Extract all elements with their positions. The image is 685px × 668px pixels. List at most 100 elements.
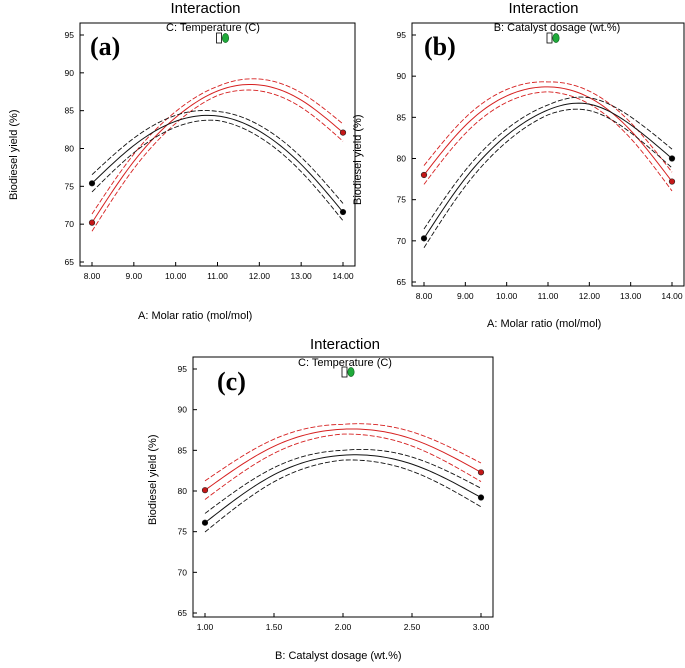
legend-marker-green (222, 33, 230, 43)
y-tick-label: 70 (397, 236, 407, 246)
y-axis-label: Biodiesel yield (%) (147, 434, 159, 525)
series-line-1 (204, 454, 482, 524)
legend-marker-green (347, 367, 355, 377)
panel-c: Interaction C: Temperature (C) (c) 65 70 7… (145, 335, 515, 668)
y-tick-label: 85 (397, 112, 407, 122)
x-tick-label: 1.50 (266, 622, 283, 632)
series-endpoint-1 (88, 180, 96, 187)
series-upper-band-1 (204, 448, 482, 514)
chart-title: Interaction (508, 0, 579, 17)
y-tick-label: 85 (65, 106, 75, 116)
series-lower-band-0 (423, 91, 673, 192)
x-tick-label: 13.00 (291, 271, 313, 281)
x-tick-label: 13.00 (620, 291, 642, 301)
x-tick-label: 2.00 (335, 622, 352, 632)
series-line-0 (204, 428, 482, 491)
y-tick-label: 70 (65, 219, 75, 229)
y-tick-label: 75 (397, 195, 407, 205)
series-upper-band-1 (91, 110, 344, 204)
y-tick-label: 90 (178, 405, 188, 415)
x-tick-label: 8.00 (84, 271, 101, 281)
y-tick-label: 75 (178, 527, 188, 537)
chart-title: Interaction (309, 336, 381, 353)
series-endpoint-0 (88, 219, 96, 226)
x-tick-label: 9.00 (126, 271, 143, 281)
chart-subtitle: C: Temperature (C) (298, 357, 392, 369)
series-endpoint-1 (668, 155, 676, 162)
y-tick-label: 80 (178, 486, 188, 496)
series-lower-band-1 (204, 459, 482, 533)
y-tick-label: 65 (178, 608, 188, 618)
y-tick-label: 90 (65, 68, 75, 78)
plot-frame (411, 22, 685, 287)
y-tick-label: 85 (178, 445, 188, 455)
x-tick-label: 8.00 (416, 291, 433, 301)
series-upper-band-0 (204, 423, 482, 482)
series-upper-band-1 (423, 96, 673, 230)
series-endpoint-0 (339, 129, 347, 136)
plot-area: 65 70 75 80 85 90 95 1.00 1.50 2.00 2.50 3.00 (178, 356, 494, 632)
y-tick-label: 95 (397, 30, 407, 40)
series-endpoint-1 (339, 208, 347, 216)
panel-a: Interaction C: Temperature (C) (a) 65 70 7… (8, 0, 356, 330)
chart-title: Interaction (170, 0, 241, 17)
x-axis-label: B: Catalyst dosage (wt.%) (275, 650, 402, 662)
y-tick-label: 95 (178, 364, 188, 374)
series-upper-band-0 (91, 78, 344, 215)
plot-area: 65 70 75 80 85 90 95 8.00 9.00 10.00 11.00 12.00 13.… (65, 22, 356, 281)
series-endpoint-0 (420, 171, 428, 179)
series-lower-band-0 (204, 433, 482, 500)
series-lower-band-1 (423, 108, 673, 248)
series-line-0 (423, 86, 673, 182)
legend-marker-box (341, 366, 348, 378)
x-tick-label: 14.00 (332, 271, 354, 281)
chart-subtitle: C: Temperature (C) (166, 22, 260, 34)
series-lower-band-0 (91, 89, 344, 232)
plot-area: 65 70 75 80 85 90 95 8.00 9.00 10.00 11.00 12.00 13.… (397, 22, 685, 301)
x-tick-label: 12.00 (249, 271, 271, 281)
y-tick-label: 95 (65, 30, 75, 40)
y-tick-label: 90 (397, 71, 407, 81)
panel-b: Interaction B: Catalyst dosage (wt.%) (b… (352, 0, 685, 330)
x-tick-label: 12.00 (579, 291, 601, 301)
series-endpoint-1 (477, 494, 485, 501)
panel-label: (b) (424, 32, 456, 61)
series-endpoint-1 (420, 235, 428, 242)
panel-label: (a) (90, 32, 121, 61)
series-lower-band-1 (91, 119, 344, 221)
series-endpoint-0 (668, 178, 676, 185)
legend-marker-box (216, 32, 222, 44)
series-endpoint-0 (477, 469, 485, 476)
chart-subtitle: B: Catalyst dosage (wt.%) (493, 22, 621, 34)
series-line-1 (91, 114, 344, 213)
series-line-1 (423, 102, 673, 239)
legend-marker-box (546, 32, 553, 44)
x-tick-label: 2.50 (404, 622, 421, 632)
y-tick-label: 75 (65, 181, 75, 191)
x-tick-label: 11.00 (207, 271, 228, 281)
legend-marker-green (552, 33, 560, 43)
x-axis-label: A: Molar ratio (mol/mol) (487, 318, 602, 330)
panel-label: (c) (217, 367, 246, 396)
x-axis-label: A: Molar ratio (mol/mol) (138, 310, 253, 322)
x-tick-label: 14.00 (661, 291, 683, 301)
y-tick-label: 65 (65, 257, 75, 267)
series-endpoint-0 (201, 487, 209, 494)
x-tick-label: 11.00 (538, 291, 559, 301)
series-line-0 (91, 83, 344, 223)
series-upper-band-0 (423, 81, 673, 173)
x-tick-label: 1.00 (197, 622, 214, 632)
x-tick-label: 9.00 (457, 291, 474, 301)
x-tick-label: 10.00 (165, 271, 187, 281)
plot-frame (192, 356, 494, 618)
y-tick-label: 80 (65, 144, 75, 154)
y-tick-label: 65 (397, 277, 407, 287)
x-tick-label: 3.00 (473, 622, 490, 632)
y-tick-label: 70 (178, 567, 188, 577)
x-tick-label: 10.00 (496, 291, 518, 301)
y-tick-label: 80 (397, 154, 407, 164)
plot-frame (79, 22, 356, 267)
series-endpoint-1 (201, 519, 209, 526)
y-axis-label: Biodiesel yield (%) (8, 109, 20, 200)
y-axis-label: Biodiesel yield (%) (352, 114, 364, 205)
